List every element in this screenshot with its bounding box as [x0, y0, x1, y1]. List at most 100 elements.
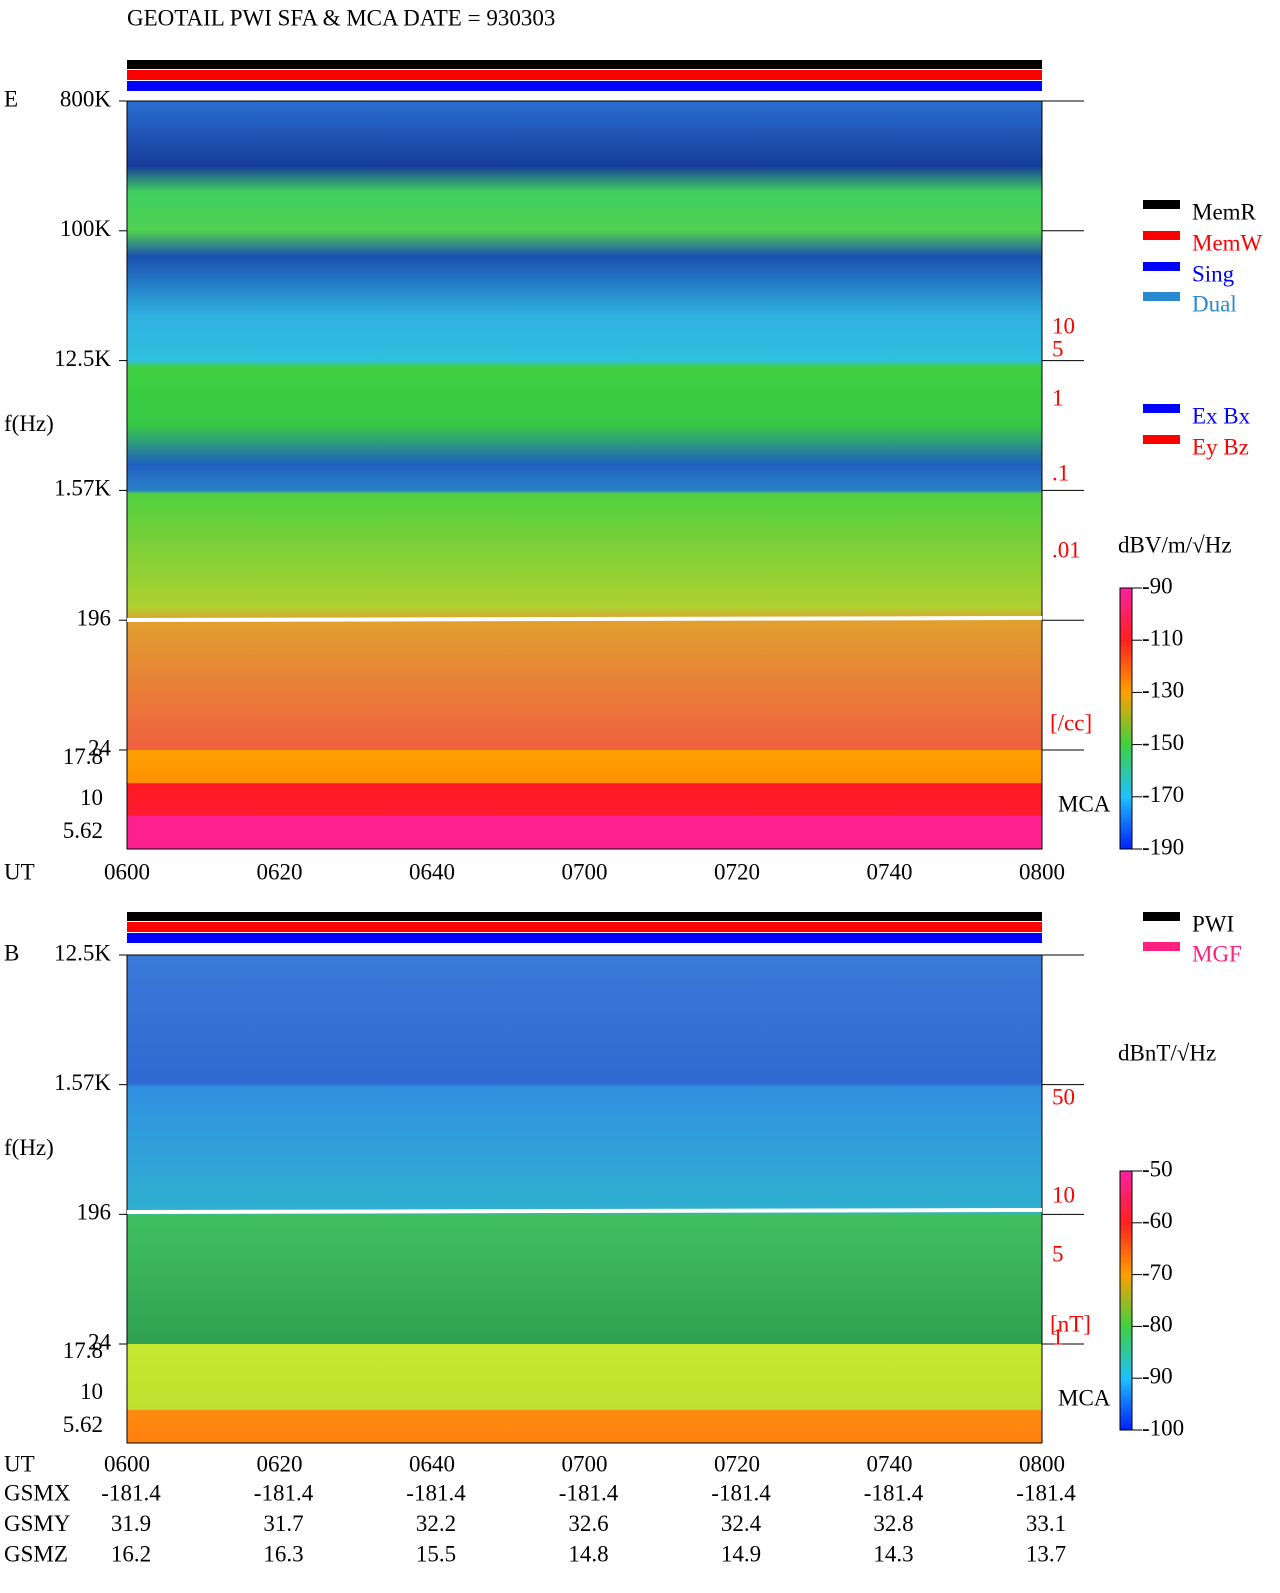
mca-tick-label: 17.8 [63, 744, 103, 769]
scale-tick-label: .01 [1052, 537, 1081, 562]
orbit-value: 32.6 [568, 1511, 608, 1536]
colorbar [1119, 587, 1133, 850]
time-tick-label: 0700 [562, 1451, 608, 1476]
freq-tick-label: 24 [88, 1329, 112, 1354]
colorbar-tick-label: -150 [1142, 730, 1184, 755]
scale-tick-label: 1 [1052, 385, 1064, 410]
time-tick-label: 0800 [1019, 1451, 1065, 1476]
legend-swatch [1143, 404, 1180, 413]
scale-tick-label: 5 [1052, 336, 1064, 361]
time-tick-label: 0800 [1019, 859, 1065, 884]
freq-tick-label: 24 [88, 735, 112, 760]
scale-tick-label: 10 [1052, 1182, 1075, 1207]
mca-tick-label: 17.8 [63, 1338, 103, 1363]
orbit-value: 32.8 [873, 1511, 913, 1536]
time-tick-label: 0600 [104, 1451, 150, 1476]
colorbar-tick-label: -90 [1142, 573, 1173, 598]
orbit-value: 13.7 [1026, 1541, 1066, 1566]
strip [127, 922, 1042, 932]
legend-label: Ex Bx [1192, 403, 1251, 428]
orbit-value: -181.4 [406, 1480, 466, 1505]
time-tick-label: 0640 [409, 859, 455, 884]
freq-tick-label: 800K [60, 86, 112, 111]
legend-label: MemW [1192, 230, 1263, 255]
freq-tick-label: 196 [77, 605, 112, 630]
legend-label: PWI [1192, 911, 1234, 936]
mca-label: MCA [1058, 1385, 1111, 1410]
scale-unit: [/cc] [1050, 710, 1092, 735]
frame [126, 100, 1043, 850]
strip [127, 60, 1042, 69]
scale-tick-label: 5 [1052, 1241, 1064, 1266]
time-tick-label: 0640 [409, 1451, 455, 1476]
orbit-value: 16.3 [263, 1541, 303, 1566]
scale-tick-label: 10 [1052, 313, 1075, 338]
orbit-value: -181.4 [559, 1480, 619, 1505]
frame [126, 954, 1043, 1444]
time-tick-label: 0720 [714, 1451, 760, 1476]
colorbar-unit: dBnT/√Hz [1118, 1040, 1216, 1065]
orbit-value: 16.2 [111, 1541, 151, 1566]
freq-tick-label: 1.57K [54, 476, 111, 501]
freq-tick-label: 12.5K [54, 940, 111, 965]
mca-label: MCA [1058, 791, 1111, 816]
strip [127, 933, 1042, 943]
time-tick-label: 0600 [104, 859, 150, 884]
colorbar-tick-label: -190 [1142, 834, 1184, 859]
orbit-value: 32.2 [416, 1511, 456, 1536]
strip [127, 912, 1042, 921]
time-tick-label: 0620 [257, 1451, 303, 1476]
mca-tick-label: 10 [80, 785, 103, 810]
colorbar-tick-label: -110 [1142, 625, 1183, 650]
colorbar-tick-label: -60 [1142, 1208, 1173, 1233]
orbit-label: GSMZ [4, 1541, 68, 1566]
orbit-value: 14.9 [721, 1541, 761, 1566]
freq-axis-label: f(Hz) [4, 1135, 54, 1160]
time-tick-label: 0740 [867, 859, 913, 884]
panel-name: B [4, 940, 19, 965]
colorbar-tick-label: -170 [1142, 782, 1184, 807]
colorbar-tick-label: -80 [1142, 1312, 1173, 1337]
legend-label: Dual [1192, 291, 1237, 316]
colorbar-tick-label: -100 [1142, 1415, 1184, 1440]
scale-tick-label: 1 [1052, 1324, 1064, 1349]
legend-swatch [1143, 292, 1180, 301]
orbit-value: -181.4 [711, 1480, 771, 1505]
freq-tick-label: 196 [77, 1200, 112, 1225]
legend-label: Sing [1192, 261, 1235, 286]
legend-swatch [1143, 262, 1180, 271]
legend-swatch [1143, 435, 1180, 444]
colorbar-tick-label: -50 [1142, 1156, 1173, 1181]
time-tick-label: 0740 [867, 1451, 913, 1476]
strip [127, 70, 1042, 80]
orbit-value: 32.4 [721, 1511, 762, 1536]
scale-tick-label: 50 [1052, 1084, 1075, 1109]
mca-spectrum [127, 750, 1042, 849]
legend-swatch [1143, 912, 1180, 921]
orbit-value: 31.7 [263, 1511, 303, 1536]
legend-swatch [1143, 231, 1180, 240]
colorbar-tick-label: -130 [1142, 678, 1184, 703]
time-axis-label: UT [4, 1451, 35, 1476]
cyclotron-line [126, 616, 1043, 622]
legend-label: MGF [1192, 941, 1242, 966]
legend-swatch [1143, 200, 1180, 209]
freq-tick-label: 100K [60, 216, 112, 241]
orbit-value: 15.5 [416, 1541, 456, 1566]
mca-tick-label: 10 [80, 1379, 103, 1404]
panel-name: E [4, 86, 18, 111]
scale-tick-label: .1 [1052, 460, 1069, 485]
title: GEOTAIL PWI SFA & MCA DATE = 930303 [127, 5, 555, 30]
freq-tick-label: 1.57K [54, 1070, 111, 1095]
time-axis-label: UT [4, 859, 35, 884]
strip [127, 81, 1042, 91]
spectrogram [127, 101, 1042, 750]
colorbar [1119, 1170, 1133, 1431]
mca-tick-label: 5.62 [63, 818, 103, 843]
mca-spectrum [127, 1344, 1042, 1443]
colorbar-tick-label: -90 [1142, 1363, 1173, 1388]
orbit-value: 14.8 [568, 1541, 608, 1566]
orbit-value: -181.4 [864, 1480, 924, 1505]
cyclotron-line [126, 1208, 1043, 1214]
